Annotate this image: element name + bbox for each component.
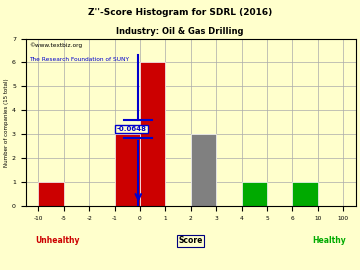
Text: The Research Foundation of SUNY: The Research Foundation of SUNY	[29, 57, 129, 62]
Text: Unhealthy: Unhealthy	[36, 236, 80, 245]
Text: -0.0648: -0.0648	[117, 126, 147, 132]
Y-axis label: Number of companies (15 total): Number of companies (15 total)	[4, 78, 9, 167]
Text: Score: Score	[179, 236, 203, 245]
Bar	[292, 182, 318, 206]
Bar	[140, 62, 165, 206]
Text: Z''-Score Histogram for SDRL (2016): Z''-Score Histogram for SDRL (2016)	[88, 8, 272, 17]
Text: Healthy: Healthy	[312, 236, 346, 245]
Bar	[242, 182, 267, 206]
Bar	[114, 134, 140, 206]
Text: Industry: Oil & Gas Drilling: Industry: Oil & Gas Drilling	[116, 27, 244, 36]
Bar	[191, 134, 216, 206]
Text: ©www.textbiz.org: ©www.textbiz.org	[29, 42, 82, 48]
Bar	[39, 182, 64, 206]
